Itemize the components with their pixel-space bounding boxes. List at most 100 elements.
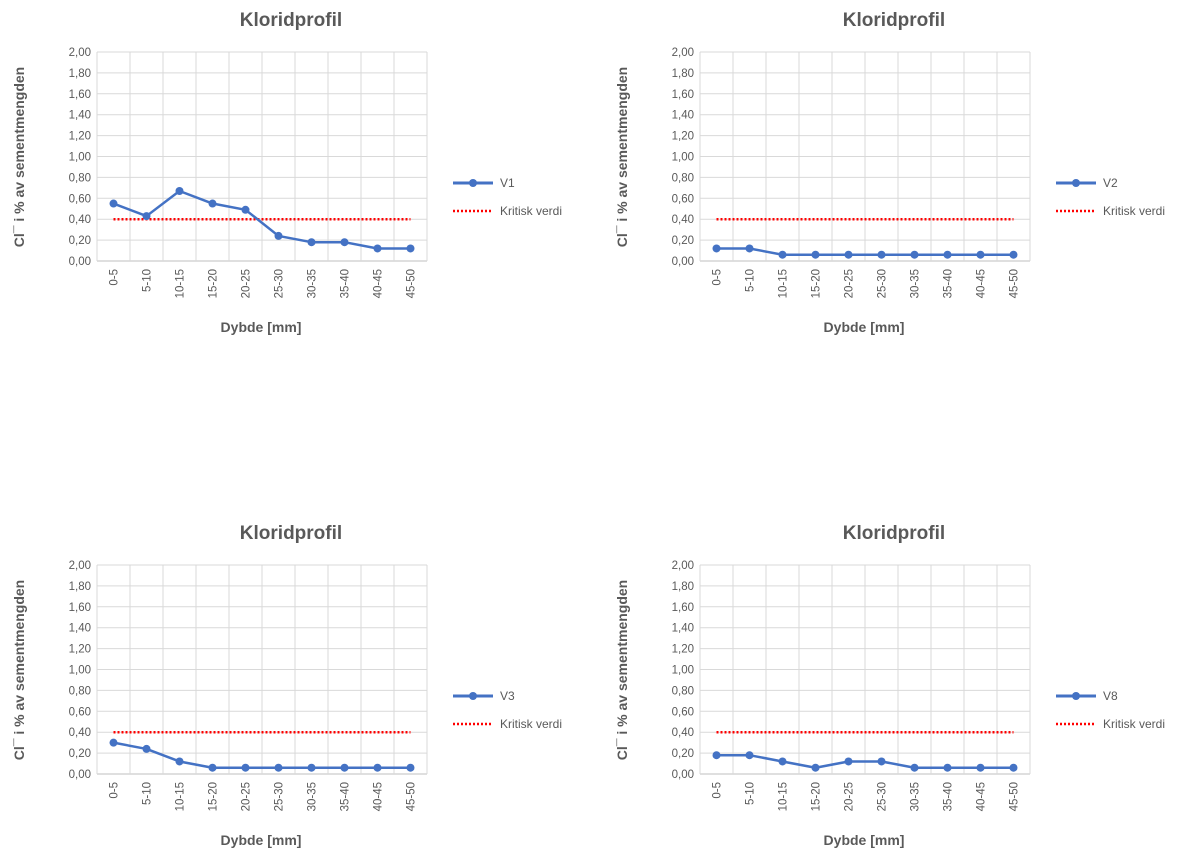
x-tick-label: 5-10 — [745, 782, 757, 805]
data-point — [175, 186, 184, 195]
x-tick-label: 10-15 — [175, 269, 187, 298]
legend-label-series: V8 — [1103, 689, 1118, 703]
y-axis-title: Cl¯ i % av sementmengden — [11, 67, 27, 247]
data-point — [307, 238, 316, 247]
data-point — [778, 250, 787, 259]
data-point — [109, 199, 118, 208]
data-point — [976, 250, 985, 259]
data-point — [175, 757, 184, 766]
data-point — [811, 250, 820, 259]
data-point — [910, 250, 919, 259]
series-group — [712, 730, 1018, 772]
y-tick-label: 1,20 — [672, 131, 694, 143]
y-tick-label: 1,40 — [69, 110, 91, 122]
data-point — [877, 757, 886, 766]
x-tick-label: 0-5 — [712, 269, 724, 286]
x-tick-label: 10-15 — [778, 782, 790, 811]
y-tick-label: 2,00 — [672, 47, 694, 59]
x-tick-label: 25-30 — [274, 782, 286, 811]
data-point — [943, 250, 952, 259]
x-tick-label: 40-45 — [373, 782, 385, 811]
x-tick-labels: 0-5 5-10 10-15 15-20 20-25 25-30 30-35 35-40 40-… — [109, 782, 418, 811]
legend: V3 Kritisk verdi — [453, 689, 562, 731]
y-tick-label: 1,00 — [672, 665, 694, 677]
chart-svg: Kloridprofil 0,00 0,20 0,40 0,60 0,80 1,00 1,2… — [11, 523, 562, 848]
legend-marker-series — [469, 179, 477, 187]
y-tick-label: 0,40 — [672, 727, 694, 739]
y-tick-label: 2,00 — [672, 560, 694, 572]
y-tick-label: 0,60 — [672, 193, 694, 205]
data-point — [208, 763, 217, 772]
data-point — [109, 738, 118, 747]
series-line — [113, 741, 411, 769]
y-tick-label: 0,20 — [672, 748, 694, 760]
y-tick-label: 0,20 — [69, 235, 91, 247]
legend-label-series: V3 — [500, 689, 515, 703]
data-point — [274, 231, 283, 240]
x-tick-labels: 0-5 5-10 10-15 15-20 20-25 25-30 30-35 35-40 40-… — [712, 269, 1021, 298]
y-tick-label: 1,80 — [69, 68, 91, 80]
x-tick-label: 5-10 — [142, 782, 154, 805]
x-tick-label: 0-5 — [712, 782, 724, 799]
x-tick-label: 20-25 — [844, 269, 856, 298]
data-point — [142, 212, 151, 221]
x-tick-label: 35-40 — [340, 782, 352, 811]
gridlines — [699, 51, 1031, 262]
y-axis-title: Cl¯ i % av sementmengden — [614, 67, 630, 247]
y-tick-label: 1,00 — [672, 152, 694, 164]
y-tick-label: 0,60 — [69, 706, 91, 718]
data-point — [811, 763, 820, 772]
chart-title: Kloridprofil — [843, 10, 945, 31]
x-tick-label: 25-30 — [877, 782, 889, 811]
x-tick-label: 0-5 — [109, 782, 121, 799]
y-tick-label: 1,40 — [672, 623, 694, 635]
y-tick-labels: 0,00 0,20 0,40 0,60 0,80 1,00 1,20 1,40 1,60 1,80… — [672, 47, 694, 268]
data-point — [976, 763, 985, 772]
data-point — [745, 751, 754, 760]
y-tick-label: 1,80 — [672, 581, 694, 593]
chart-svg: Kloridprofil 0,00 0,20 0,40 0,60 0,80 1,00 1,2… — [614, 523, 1165, 848]
y-tick-label: 0,80 — [672, 172, 694, 184]
x-tick-label: 5-10 — [142, 269, 154, 292]
x-tick-labels: 0-5 5-10 10-15 15-20 20-25 25-30 30-35 35-40 40-… — [109, 269, 418, 298]
chart-svg: Kloridprofil 0,00 0,20 0,40 0,60 0,80 1,00 1,2… — [614, 10, 1165, 335]
x-tick-label: 25-30 — [274, 269, 286, 298]
y-tick-label: 0,80 — [69, 172, 91, 184]
y-tick-label: 0,00 — [672, 256, 694, 268]
y-tick-label: 1,60 — [69, 602, 91, 614]
legend-marker-series — [469, 692, 477, 700]
data-point — [712, 751, 721, 760]
data-point — [208, 199, 217, 208]
chart-panel-v3: Kloridprofil 0,00 0,20 0,40 0,60 0,80 1,00 1,2… — [0, 513, 591, 853]
y-tick-label: 1,20 — [69, 131, 91, 143]
data-point — [373, 244, 382, 253]
x-tick-label: 35-40 — [943, 782, 955, 811]
x-tick-label: 5-10 — [745, 269, 757, 292]
x-tick-label: 20-25 — [844, 782, 856, 811]
series-group — [109, 730, 415, 772]
data-point — [844, 757, 853, 766]
x-tick-label: 40-45 — [373, 269, 385, 298]
y-tick-label: 0,40 — [69, 727, 91, 739]
x-axis-title: Dybde [mm] — [221, 319, 302, 335]
data-point — [844, 250, 853, 259]
data-point — [307, 763, 316, 772]
data-point — [1009, 763, 1018, 772]
gridlines — [699, 564, 1031, 775]
data-point — [406, 763, 415, 772]
data-point — [373, 763, 382, 772]
x-axis-title: Dybde [mm] — [221, 832, 302, 848]
data-point — [241, 763, 250, 772]
legend-label-series: V2 — [1103, 176, 1118, 190]
y-tick-label: 1,80 — [672, 68, 694, 80]
y-tick-label: 1,40 — [69, 623, 91, 635]
chart-panel-v8: Kloridprofil 0,00 0,20 0,40 0,60 0,80 1,00 1,2… — [603, 513, 1182, 853]
x-tick-label: 0-5 — [109, 269, 121, 286]
x-axis-title: Dybde [mm] — [824, 319, 905, 335]
data-point — [712, 244, 721, 253]
y-tick-label: 0,40 — [69, 214, 91, 226]
y-tick-label: 1,20 — [69, 644, 91, 656]
x-tick-label: 15-20 — [811, 269, 823, 298]
legend-marker-series — [1072, 692, 1080, 700]
series-line — [716, 247, 1014, 256]
